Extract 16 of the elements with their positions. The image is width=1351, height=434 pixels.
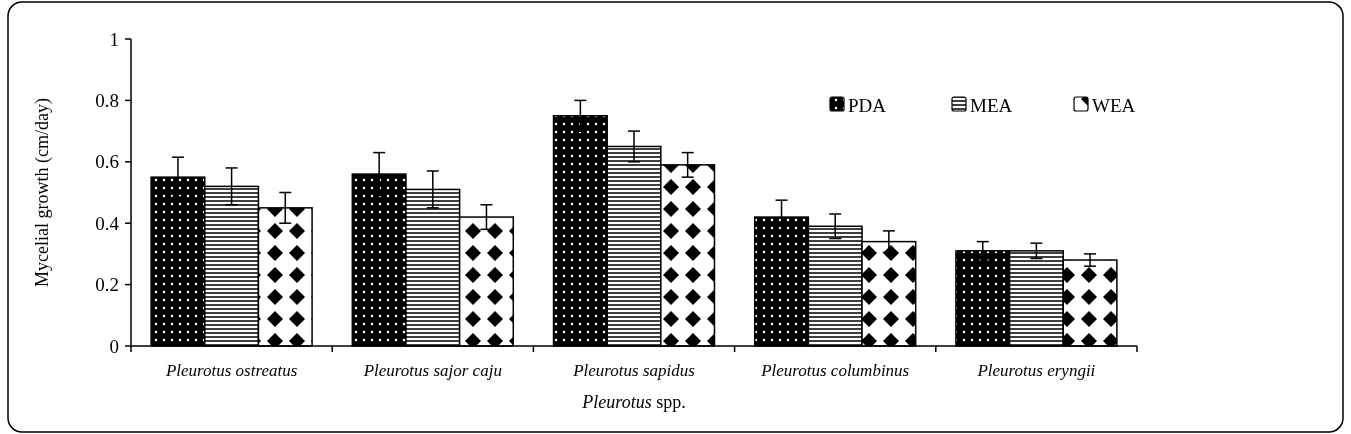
legend-label: MEA [970, 94, 1013, 116]
y-tick-label: 1 [109, 28, 119, 50]
y-tick-label: 0.4 [95, 212, 120, 234]
x-tick-label: Pleurotus sajor caju [362, 361, 502, 380]
legend-label: WEA [1092, 94, 1136, 116]
x-tick-label: Pleurotus columbinus [760, 361, 910, 380]
y-tick-label: 0.2 [95, 274, 119, 296]
y-tick-label: 0.8 [95, 90, 119, 112]
x-tick-label: Pleurotus sapidus [572, 361, 696, 380]
legend-label: PDA [848, 94, 887, 116]
y-tick-label: 0.6 [95, 151, 119, 173]
y-tick-label: 0 [109, 335, 119, 357]
x-axis-title: Pleurotus spp. [581, 392, 686, 412]
y-axis-title: Mycelial growth (cm/day) [32, 98, 53, 287]
x-tick-label: Pleurotus eryngii [976, 361, 1096, 380]
x-tick-label: Pleurotus ostreatus [164, 361, 298, 380]
